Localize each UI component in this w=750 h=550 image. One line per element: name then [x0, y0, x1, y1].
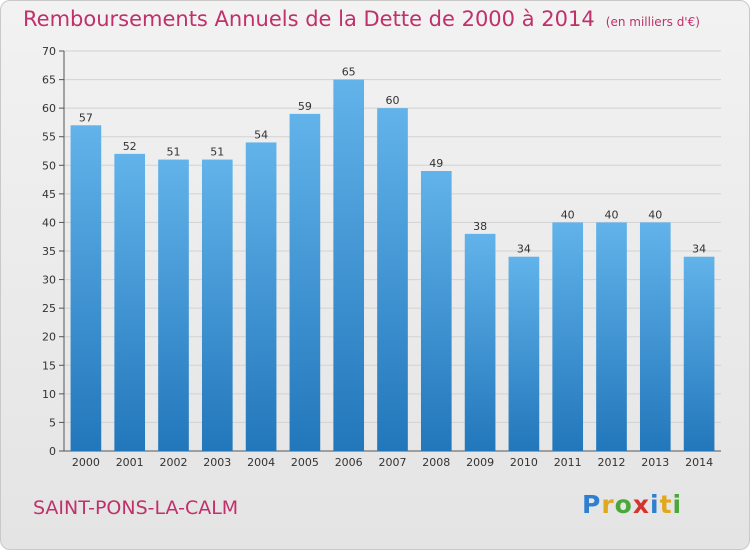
data-label: 34: [517, 243, 531, 256]
bar: [201, 159, 233, 452]
y-tick-label: 10: [42, 388, 56, 401]
bar: [464, 233, 496, 451]
y-tick-label: 30: [42, 274, 56, 287]
data-label: 49: [429, 157, 443, 170]
data-label: 51: [167, 146, 181, 159]
x-tick-label: 2000: [72, 456, 100, 469]
y-tick-label: 20: [42, 331, 56, 344]
x-tick-label: 2005: [291, 456, 319, 469]
x-tick-label: 2008: [422, 456, 450, 469]
y-tick-label: 60: [42, 102, 56, 115]
bar: [596, 222, 627, 451]
data-label: 38: [473, 220, 487, 233]
title-unit: (en milliers d'€): [605, 15, 700, 29]
bar: [333, 79, 365, 452]
axes: 0 5 10 15 20 25 30 35 40 45 50 55 60 65 70 2000 2001 2002…: [42, 45, 721, 469]
title-text: Remboursements Annuels de la Dette de 20…: [23, 7, 595, 31]
data-label: 59: [298, 100, 312, 113]
x-tick-label: 2004: [247, 456, 275, 469]
logo-letter: i: [672, 490, 683, 519]
bar: [683, 256, 715, 451]
data-label: 65: [342, 66, 356, 79]
x-tick-label: 2011: [554, 456, 582, 469]
bar: [377, 108, 408, 452]
x-tick-label: 2012: [598, 456, 626, 469]
data-label: 51: [210, 146, 224, 159]
bar: [552, 222, 584, 451]
data-label: 60: [386, 94, 400, 107]
data-labels: 57 52 51 51 54 59 65 60 49 38 34 40 40 40 34: [79, 66, 706, 256]
x-tick-label: 2003: [203, 456, 231, 469]
logo-letter: o: [614, 490, 633, 519]
data-label: 52: [123, 140, 137, 153]
y-tick-label: 50: [42, 159, 56, 172]
data-label: 40: [605, 208, 619, 221]
proxiti-logo: Proxiti: [582, 490, 682, 519]
x-tick-label: 2009: [466, 456, 494, 469]
data-label: 34: [692, 243, 706, 256]
x-tick-label: 2007: [379, 456, 407, 469]
bar: [508, 256, 540, 451]
y-tick-label: 15: [42, 359, 56, 372]
logo-letter: x: [632, 490, 650, 519]
x-tick-label: 2006: [335, 456, 363, 469]
logo-letter: t: [659, 490, 673, 519]
x-tick-label: 2010: [510, 456, 538, 469]
x-tick-label: 2002: [160, 456, 188, 469]
bar: [158, 159, 189, 452]
data-label: 57: [79, 111, 93, 124]
logo-letter: r: [601, 490, 615, 519]
y-tick-label: 0: [49, 445, 56, 458]
bar: [420, 171, 452, 451]
bar: [114, 153, 146, 451]
bar: [70, 125, 102, 452]
logo-letter: i: [650, 490, 660, 519]
bar: [245, 142, 277, 451]
data-label: 40: [561, 208, 575, 221]
logo-letter: P: [582, 490, 602, 519]
data-label: 54: [254, 128, 268, 141]
y-tick-label: 25: [42, 302, 56, 315]
y-tick-label: 65: [42, 74, 56, 87]
x-tick-label: 2013: [641, 456, 669, 469]
y-tick-label: 40: [42, 216, 56, 229]
data-label: 40: [648, 208, 662, 221]
chart-title: Remboursements Annuels de la Dette de 20…: [23, 7, 700, 31]
bar: [639, 222, 671, 451]
y-tick-label: 5: [49, 416, 56, 429]
bars: [70, 79, 715, 452]
y-tick-label: 45: [42, 188, 56, 201]
commune-name: SAINT-PONS-LA-CALM: [33, 497, 239, 519]
x-tick-label: 2014: [685, 456, 713, 469]
x-tick-label: 2001: [116, 456, 144, 469]
bar: [289, 113, 321, 451]
y-tick-label: 35: [42, 245, 56, 258]
y-tick-label: 55: [42, 131, 56, 144]
y-tick-label: 70: [42, 45, 56, 58]
